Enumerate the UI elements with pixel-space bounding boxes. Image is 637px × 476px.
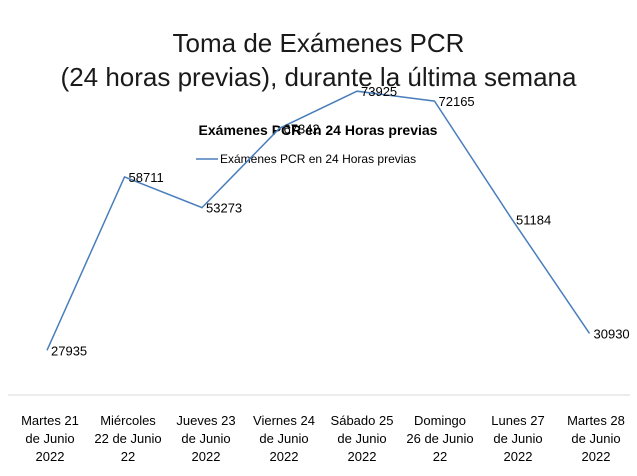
- x-tick-label: de Junio: [337, 431, 386, 446]
- data-label: 30930: [594, 326, 630, 341]
- data-label: 53273: [206, 201, 242, 216]
- x-tick-label: 22 de Junio: [94, 431, 161, 446]
- legend-label: Exámenes PCR en 24 Horas previas: [220, 152, 416, 166]
- data-label: 58711: [129, 170, 164, 185]
- x-tick-label: Sábado 25: [331, 413, 394, 428]
- x-tick-label: Martes 21: [21, 413, 79, 428]
- x-tick-label: 26 de Junio: [406, 431, 473, 446]
- x-tick-label: Miércoles: [100, 413, 156, 428]
- x-tick-label: 22: [121, 449, 135, 464]
- data-label: 27935: [51, 343, 87, 358]
- data-label: 51184: [516, 212, 551, 227]
- x-tick-label: de Junio: [259, 431, 308, 446]
- x-tick-label: Domingo: [414, 413, 466, 428]
- x-tick-label: 2022: [36, 449, 65, 464]
- data-label: 67342: [284, 121, 320, 136]
- x-tick-label: 22: [433, 449, 447, 464]
- slide-title: Toma de Exámenes PCR (24 horas previas),…: [0, 26, 637, 94]
- x-tick-label: 2022: [348, 449, 377, 464]
- x-tick-label: 2022: [504, 449, 533, 464]
- series-line: [46, 90, 591, 351]
- legend: Exámenes PCR en 24 Horas previas: [196, 152, 416, 166]
- x-tick-label: de Junio: [571, 431, 620, 446]
- x-tick-label: de Junio: [493, 431, 542, 446]
- chart-title: Exámenes PCR en 24 Horas previas: [199, 122, 438, 138]
- plot-area: 27935 58711 53273 67342 73925 72165 51184 30930: [46, 84, 630, 358]
- x-tick-label: 2022: [192, 449, 221, 464]
- x-tick-label: Martes 28: [567, 413, 625, 428]
- x-axis-labels: Martes 21 de Junio 2022 Miércoles 22 de Juni…: [21, 413, 625, 464]
- data-label: 73925: [361, 84, 397, 99]
- x-tick-label: 2022: [582, 449, 611, 464]
- x-tick-label: Jueves 23: [176, 413, 235, 428]
- slide-title-line-1: Toma de Exámenes PCR: [172, 28, 465, 58]
- slide-title-line-2: (24 horas previas), durante la última se…: [60, 62, 577, 92]
- x-tick-label: Lunes 27: [491, 413, 545, 428]
- x-tick-label: Viernes 24: [253, 413, 315, 428]
- x-tick-label: de Junio: [25, 431, 74, 446]
- x-tick-label: de Junio: [181, 431, 230, 446]
- x-tick-label: 2022: [270, 449, 299, 464]
- data-label: 72165: [439, 94, 475, 109]
